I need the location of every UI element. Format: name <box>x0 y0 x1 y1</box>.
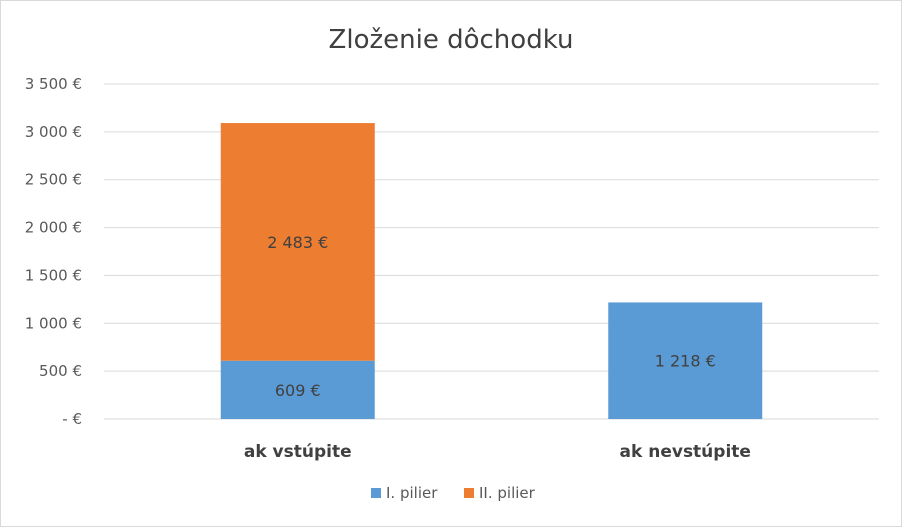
legend-item: II. pilier <box>464 484 536 502</box>
data-labels: 609 € 2 483 € 1 218 € <box>267 233 716 400</box>
x-axis-categories: ak vstúpite ak nevstúpite <box>244 442 751 462</box>
data-label: 609 € <box>275 381 321 400</box>
chart-title: Zloženie dôchodku <box>329 25 574 55</box>
bar-segment <box>608 302 763 419</box>
bar-segment <box>220 123 375 361</box>
gridlines <box>104 83 879 420</box>
y-tick-label: 3 500 € <box>25 75 82 93</box>
legend-swatch <box>371 488 381 498</box>
bars <box>220 123 763 419</box>
y-axis-ticks: - € 500 € 1 000 € 1 500 € 2 000 € 2 500 € 3 00… <box>25 75 82 428</box>
y-tick-label: 1 500 € <box>25 266 82 284</box>
legend-item: I. pilier <box>371 484 438 502</box>
x-category-label: ak nevstúpite <box>620 442 751 462</box>
legend-label: II. pilier <box>479 484 536 502</box>
y-tick-label: 500 € <box>39 362 82 380</box>
y-tick-label: 1 000 € <box>25 314 82 332</box>
y-tick-label: - € <box>62 410 82 428</box>
bar-segment <box>220 360 375 419</box>
y-tick-label: 2 500 € <box>25 171 82 189</box>
legend-label: I. pilier <box>386 484 438 502</box>
y-tick-label: 3 000 € <box>25 123 82 141</box>
data-label: 1 218 € <box>655 352 716 371</box>
data-label: 2 483 € <box>267 233 328 252</box>
x-category-label: ak vstúpite <box>244 442 352 462</box>
legend-swatch <box>464 488 474 498</box>
legend: I. pilier II. pilier <box>371 484 536 502</box>
y-tick-label: 2 000 € <box>25 219 82 237</box>
